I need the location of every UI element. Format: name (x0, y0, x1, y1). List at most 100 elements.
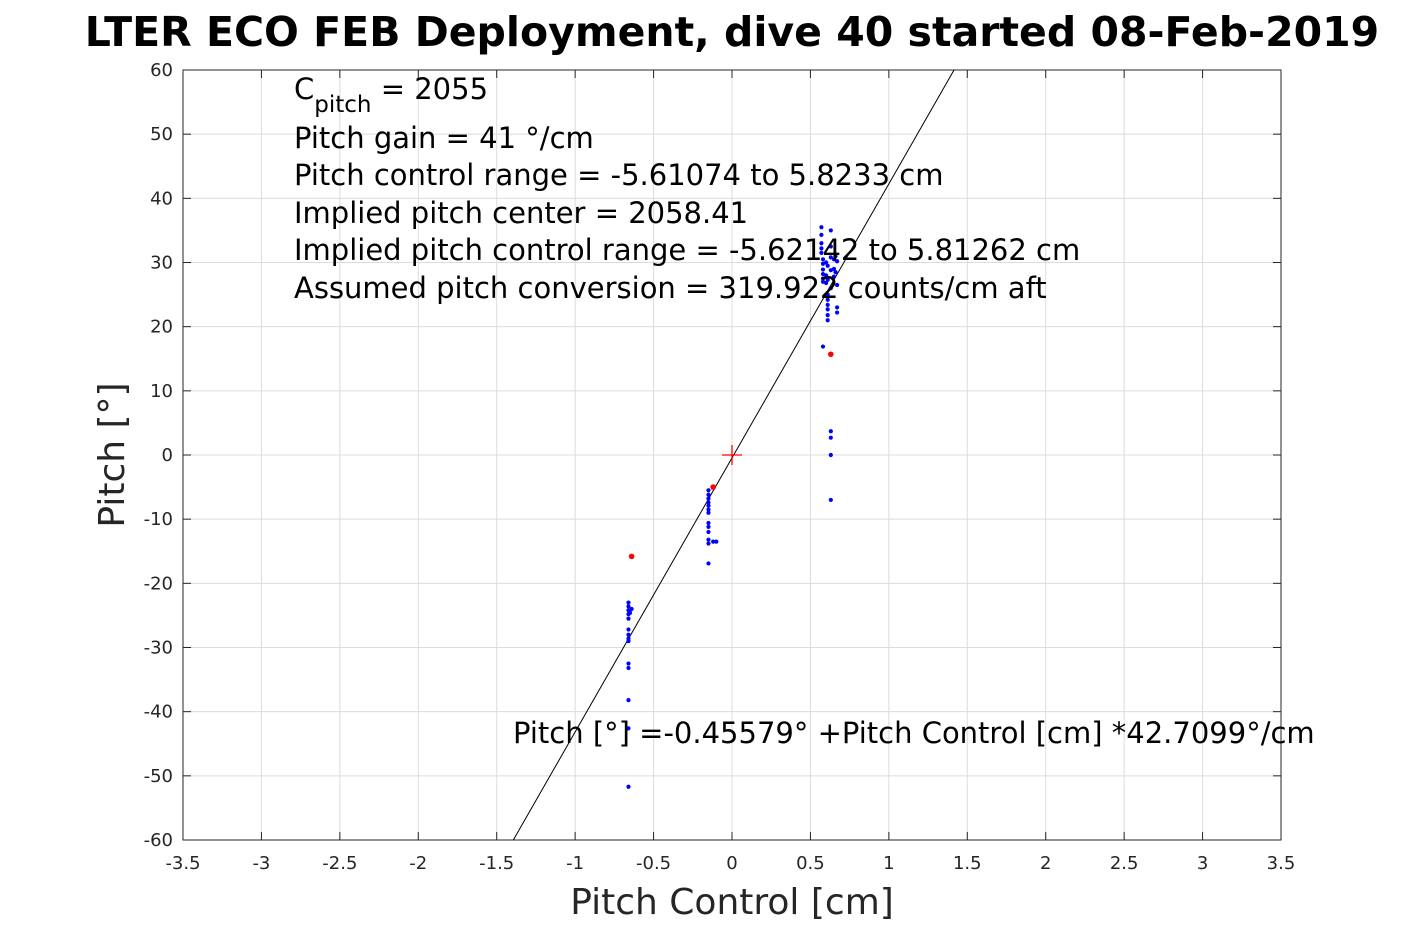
x-tick-label: -0.5 (636, 853, 671, 874)
pitch-gain-annotation: Pitch gain = 41 °/cm (294, 121, 594, 155)
blue-data-point (626, 638, 631, 644)
y-tick-label: -50 (144, 766, 173, 787)
y-tick-label: -30 (144, 638, 173, 659)
x-tick-label: -1.5 (479, 853, 514, 874)
y-tick-label: 40 (150, 188, 173, 209)
blue-data-point (833, 253, 838, 259)
x-tick-label: 2 (1040, 853, 1051, 874)
blue-data-point (831, 257, 837, 262)
blue-data-point (706, 541, 711, 546)
blue-data-point (711, 539, 716, 544)
x-axis-label: Pitch Control [cm] (570, 882, 894, 923)
blue-data-point (627, 610, 633, 615)
x-tick-label: 1 (883, 853, 894, 874)
blue-data-point (626, 632, 631, 637)
blue-data-point (626, 661, 631, 666)
blue-data-point (626, 600, 631, 605)
blue-data-point (626, 616, 631, 621)
chart-title: LTER ECO FEB Deployment, dive 40 started… (85, 8, 1379, 56)
blue-data-point (828, 228, 833, 233)
blue-data-point (828, 244, 833, 249)
x-tick-label: 1.5 (953, 853, 982, 874)
x-tick-label: 0.5 (796, 853, 825, 874)
blue-data-point (706, 496, 711, 501)
blue-data-point (706, 529, 711, 535)
x-tick-label: -1 (566, 853, 584, 874)
blue-data-point (706, 492, 711, 497)
blue-data-point (833, 270, 838, 275)
blue-data-point (706, 524, 711, 529)
y-tick-label: 50 (150, 124, 173, 145)
y-tick-label: 30 (150, 253, 173, 274)
blue-data-point (626, 726, 631, 731)
blue-data-point (819, 225, 824, 230)
blue-data-point (825, 277, 830, 282)
blue-data-point (820, 267, 826, 272)
blue-data-point (820, 257, 826, 262)
y-axis-label: Pitch [°] (92, 382, 133, 527)
annotation-block: Cpitch = 2055 Pitch gain = 41 °/cm Pitch… (294, 72, 1080, 305)
blue-data-point (834, 305, 840, 310)
x-tick-label: 0 (726, 853, 737, 874)
blue-data-point (626, 604, 631, 609)
blue-data-point (706, 510, 711, 515)
blue-data-point (706, 537, 711, 542)
x-tick-label: 3.5 (1267, 853, 1296, 874)
blue-data-point (828, 429, 833, 434)
axis-ticks: -3.5 -3 -2.5 -2 -1.5 -1 -0.5 0 0.5 1 1.5 2 2.5 3 3.5 -6… (144, 60, 1296, 874)
red-data-point (710, 484, 716, 490)
blue-data-point (825, 302, 830, 307)
blue-data-point (820, 276, 826, 281)
blue-data-point (626, 698, 631, 703)
x-tick-label: -3.5 (165, 853, 200, 874)
blue-data-point (819, 241, 824, 246)
blue-data-point (828, 452, 833, 458)
x-tick-label: -2.5 (322, 853, 357, 874)
y-tick-label: 10 (150, 381, 173, 402)
red-data-point (828, 351, 834, 358)
blue-data-point (819, 232, 824, 238)
blue-data-point (831, 266, 837, 272)
blue-data-point (626, 665, 631, 671)
blue-data-point (824, 260, 829, 265)
pitch-control-range-annotation: Pitch control range = -5.61074 to 5.8233… (294, 158, 943, 192)
red-data-point (628, 553, 635, 560)
cpitch-subscript: pitch (314, 92, 371, 118)
y-tick-label: -40 (144, 702, 173, 723)
blue-data-point (706, 500, 711, 505)
center-marker-group (722, 445, 742, 465)
x-tick-label: -3 (252, 853, 270, 874)
blue-data-point (825, 263, 830, 268)
blue-data-point (706, 503, 711, 508)
blue-data-point (714, 539, 719, 544)
grid (182, 69, 1282, 841)
x-tick-label: 2.5 (1110, 853, 1139, 874)
blue-data-point (819, 250, 824, 255)
cpitch-base: C (294, 72, 314, 106)
blue-data-point (629, 606, 634, 612)
data-points (626, 225, 840, 789)
y-tick-label: 20 (150, 317, 173, 338)
blue-data-point (831, 274, 837, 279)
blue-data-point (828, 268, 833, 273)
blue-data-point (825, 318, 830, 323)
blue-data-point (820, 279, 826, 284)
blue-data-point (626, 784, 631, 789)
pitch-conversion-annotation: Assumed pitch conversion = 319.922 count… (294, 271, 1047, 305)
blue-data-point (828, 435, 833, 440)
blue-data-point (825, 292, 830, 297)
blue-data-point (820, 271, 826, 277)
y-tick-label: 0 (162, 445, 173, 466)
fit-equation-annotation: Pitch [°] =-0.45579° +Pitch Control [cm]… (513, 716, 1315, 750)
blue-data-point (626, 627, 631, 632)
blue-data-point (706, 520, 711, 526)
blue-data-point (828, 497, 833, 503)
blue-data-point (824, 280, 829, 286)
blue-data-point (706, 488, 711, 493)
blue-data-point (834, 259, 840, 264)
blue-data-point (834, 282, 840, 288)
y-tick-label: -20 (144, 573, 173, 594)
blue-data-point (706, 561, 711, 566)
blue-data-point (820, 261, 826, 266)
